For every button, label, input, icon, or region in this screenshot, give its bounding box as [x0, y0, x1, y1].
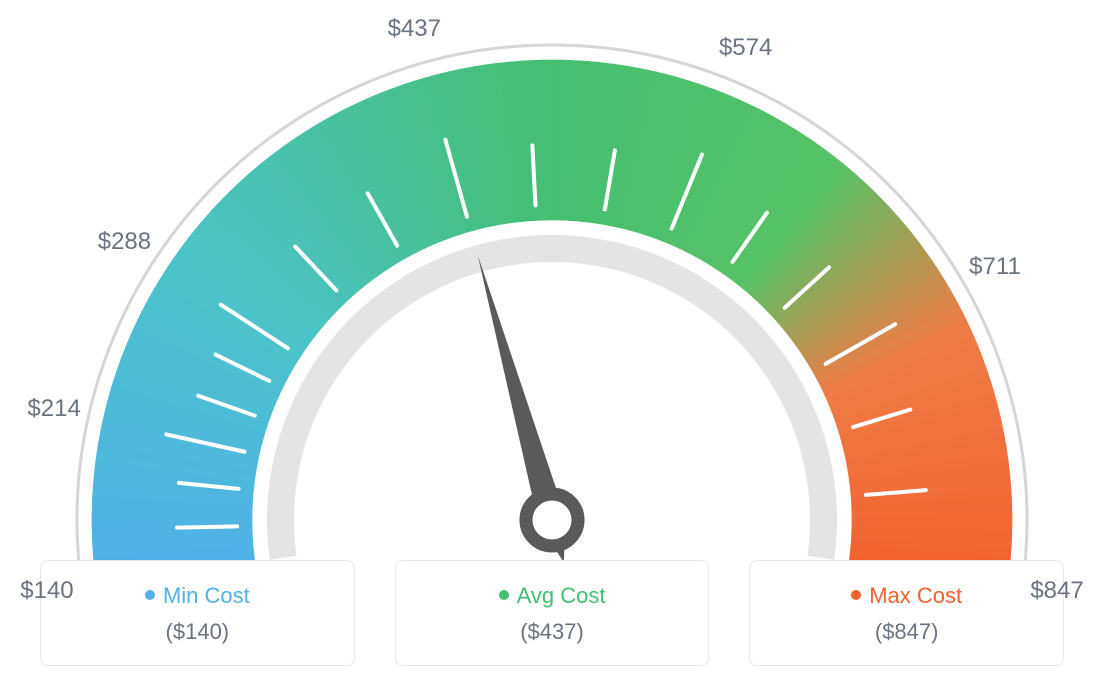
- legend-card-title: Max Cost: [760, 583, 1053, 609]
- legend-dot-icon: [851, 590, 861, 600]
- gauge-tick-label: $574: [719, 34, 772, 62]
- gauge-tick-label: $437: [388, 15, 441, 43]
- legend-title-text: Max Cost: [869, 583, 962, 608]
- legend-card: Min Cost ($140): [40, 560, 355, 666]
- legend-card-value: ($140): [51, 619, 344, 645]
- legend-card-title: Avg Cost: [406, 583, 699, 609]
- legend-card: Avg Cost ($437): [395, 560, 710, 666]
- gauge-tick-label: $214: [27, 395, 80, 423]
- gauge-tick-label: $140: [20, 577, 73, 605]
- legend-title-text: Min Cost: [163, 583, 250, 608]
- gauge-svg: [0, 0, 1104, 560]
- gauge-tick-label: $288: [98, 228, 151, 256]
- legend-card-value: ($847): [760, 619, 1053, 645]
- legend-dot-icon: [145, 590, 155, 600]
- legend-card: Max Cost ($847): [749, 560, 1064, 666]
- gauge-tick-label: $711: [969, 253, 1021, 281]
- legend-dot-icon: [499, 590, 509, 600]
- legend-card-title: Min Cost: [51, 583, 344, 609]
- gauge-tick-label: $847: [1030, 577, 1083, 605]
- gauge-chart: $140$214$288$437$574$711$847: [0, 0, 1104, 560]
- legend-card-value: ($437): [406, 619, 699, 645]
- legend-title-text: Avg Cost: [517, 583, 606, 608]
- legend-row: Min Cost ($140) Avg Cost ($437) Max Cost ($84…: [0, 560, 1104, 696]
